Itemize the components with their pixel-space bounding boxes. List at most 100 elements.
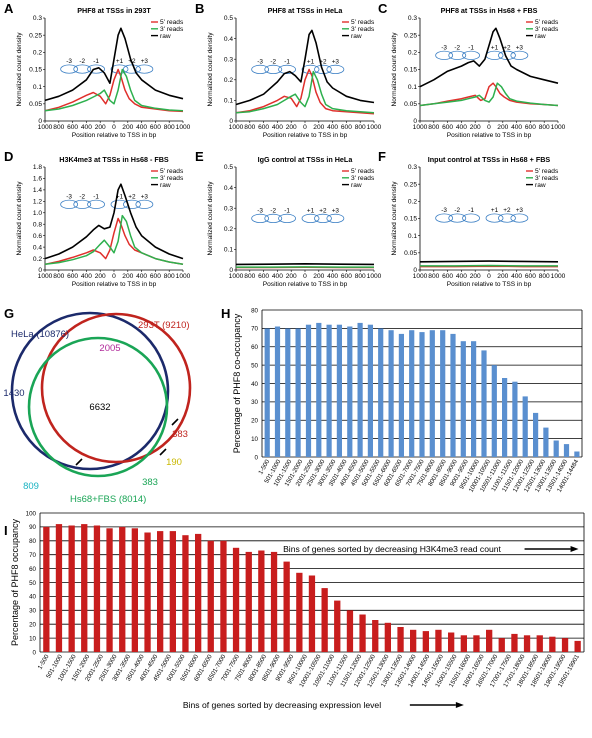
y-tick-label: 1.2	[33, 199, 42, 206]
x-tick-label: 0	[303, 273, 307, 280]
x-tick-label: 600	[67, 273, 78, 280]
panel-letter: D	[4, 149, 13, 164]
x-tick-label: 1000	[551, 273, 566, 280]
x-axis-label: Position relative to TSS in bp	[72, 281, 157, 288]
bar	[157, 531, 164, 652]
venn-region-label: 1430	[3, 388, 24, 399]
nucleosome-label: +2	[503, 207, 511, 214]
y-tick-label: 0.2	[33, 50, 42, 57]
y-tick-label: 0	[38, 118, 42, 125]
y-tick-label: 20	[29, 622, 36, 629]
bar	[410, 629, 417, 652]
bar	[397, 627, 404, 652]
x-tick-label: 600	[150, 124, 161, 131]
venn-region-label: 383	[142, 477, 158, 488]
x-tick-label: 400	[136, 124, 147, 131]
series-line-0	[235, 68, 375, 115]
nucleosome-label: -1	[468, 44, 474, 51]
bar	[119, 526, 126, 652]
x-tick-label: 800	[53, 124, 64, 131]
nucleosome-label: -2	[270, 58, 276, 65]
y-tick-label: 0	[33, 649, 37, 656]
y-tick-label: 0.4	[224, 36, 233, 43]
legend-label: 3' reads	[535, 175, 559, 182]
bar	[274, 326, 281, 457]
x-tick-label: 200	[122, 273, 133, 280]
x-tick-label: 200	[122, 124, 133, 131]
bar	[511, 633, 518, 652]
y-tick-label: 0	[229, 267, 233, 274]
nucleosome-label: +2	[128, 193, 136, 200]
nucleosome-ellipse	[60, 64, 79, 74]
nucleosome-ellipse	[326, 213, 345, 224]
bar	[55, 524, 63, 652]
y-tick-label: 0.1	[224, 247, 233, 254]
nucleosome-ellipse	[314, 213, 332, 224]
bar	[522, 396, 528, 457]
panel-title: IgG control at TSSs in HeLa	[258, 155, 354, 164]
nucleosome-label: +3	[141, 193, 149, 200]
y-tick-label: 1.4	[33, 187, 42, 194]
panel-title: PHF8 at TSSs in HeLa	[268, 6, 344, 15]
nucleosome-label: -3	[441, 44, 447, 51]
nucleosome-label: +1	[307, 207, 315, 214]
panel-letter: F	[378, 149, 386, 164]
y-tick-label: 0	[413, 267, 417, 274]
legend-label: 5' reads	[351, 168, 375, 175]
bar	[429, 330, 435, 457]
arrow-head-icon	[455, 702, 464, 708]
legend-label: 3' reads	[351, 175, 375, 182]
series-line-2	[44, 27, 184, 102]
x-tick-label: 0	[112, 273, 116, 280]
y-tick-label: 1.8	[33, 164, 42, 171]
bar	[81, 524, 88, 652]
y-tick-label: 0.1	[224, 98, 233, 105]
y-tick-label: 20	[251, 418, 258, 425]
x-tick-label: 400	[136, 273, 147, 280]
bar	[563, 444, 570, 457]
bar	[372, 620, 379, 652]
y-tick-label: 0.1	[408, 233, 417, 240]
venn-panel: G HeLa (10876) 293T (9210) Hs68+FBS (8014) 2…	[3, 306, 192, 505]
x-tick-label: 800	[428, 273, 439, 280]
line-panel-d: D H3K4me3 at TSSs in Hs68 - FBS 0 0.2 0.4 0.6…	[4, 149, 191, 288]
bar	[195, 533, 202, 652]
bar	[460, 635, 467, 652]
x-tick-label: 1000	[229, 124, 244, 131]
x-tick-label: 1000	[229, 273, 244, 280]
bar	[285, 328, 291, 457]
nucleosome-label: -2	[270, 207, 276, 214]
y-tick-label: 0.3	[408, 15, 417, 22]
nucleosome-label: -1	[284, 58, 290, 65]
y-axis-label: Normalized count density	[391, 32, 398, 107]
bar	[471, 341, 477, 457]
series-line-1	[44, 214, 184, 266]
bar	[553, 440, 559, 457]
nucleosome-label: +1	[491, 207, 499, 214]
y-tick-label: 0.4	[33, 244, 42, 251]
bar	[346, 610, 354, 652]
bar	[440, 330, 446, 457]
bar	[295, 328, 301, 457]
panel-letter: G	[4, 306, 14, 321]
x-tick-label: 800	[164, 124, 175, 131]
x-tick-label: 1000	[176, 124, 191, 131]
bar	[448, 632, 455, 652]
nucleosome-ellipse	[448, 50, 467, 60]
bar	[321, 588, 328, 652]
x-tick-label: 800	[428, 124, 439, 131]
venn-set-label: 293T (9210)	[138, 320, 190, 331]
bar	[207, 540, 214, 652]
series-line-0	[419, 82, 559, 107]
y-tick-label: 10	[29, 635, 36, 642]
x-tick-label: 400	[456, 273, 467, 280]
y-tick-label: 0	[413, 118, 417, 125]
bar	[182, 535, 189, 652]
y-tick-label: 30	[251, 399, 258, 406]
series-line-0	[44, 217, 184, 266]
venn-region-label: 809	[23, 481, 39, 492]
y-tick-label: 100	[26, 510, 37, 517]
x-axis-label: Position relative to TSS in bp	[447, 281, 532, 288]
x-tick-label: 400	[327, 273, 338, 280]
y-tick-label: 0.5	[224, 164, 233, 171]
